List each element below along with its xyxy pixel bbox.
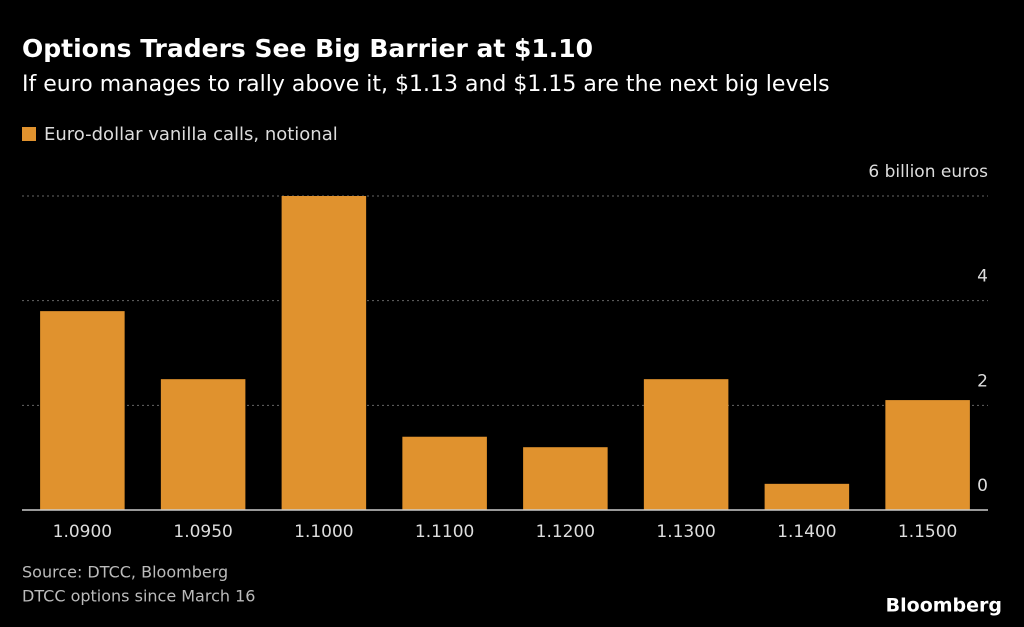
source: Source: DTCC, Bloomberg xyxy=(22,563,228,582)
logo: Bloomberg xyxy=(886,595,1002,617)
note: DTCC options since March 16 xyxy=(22,587,255,606)
bar xyxy=(885,400,970,510)
bar xyxy=(281,196,367,510)
x-tick-label: 1.0900 xyxy=(53,522,112,542)
x-tick-label: 1.1000 xyxy=(294,522,353,542)
x-tick-label: 1.1200 xyxy=(536,522,595,542)
bar xyxy=(643,379,729,510)
x-tick-label: 1.1400 xyxy=(777,522,836,542)
chart-title: Options Traders See Big Barrier at $1.10 xyxy=(22,34,593,63)
legend-swatch xyxy=(22,127,36,141)
y-tick-label: 0 xyxy=(977,476,988,496)
legend-label: Euro-dollar vanilla calls, notional xyxy=(44,124,338,145)
x-tick-label: 1.1300 xyxy=(656,522,715,542)
chart-subtitle: If euro manages to rally above it, $1.13… xyxy=(22,72,830,97)
y-tick-label: 6 billion euros xyxy=(868,162,988,182)
y-tick-label: 2 xyxy=(977,371,988,391)
y-tick-label: 4 xyxy=(977,267,988,287)
bar xyxy=(160,379,246,510)
x-tick-label: 1.1100 xyxy=(415,522,474,542)
bar xyxy=(402,436,487,510)
bar xyxy=(40,311,125,510)
bar xyxy=(523,447,608,510)
bar xyxy=(764,483,850,510)
x-tick-label: 1.1500 xyxy=(898,522,957,542)
x-tick-label: 1.0950 xyxy=(173,522,232,542)
